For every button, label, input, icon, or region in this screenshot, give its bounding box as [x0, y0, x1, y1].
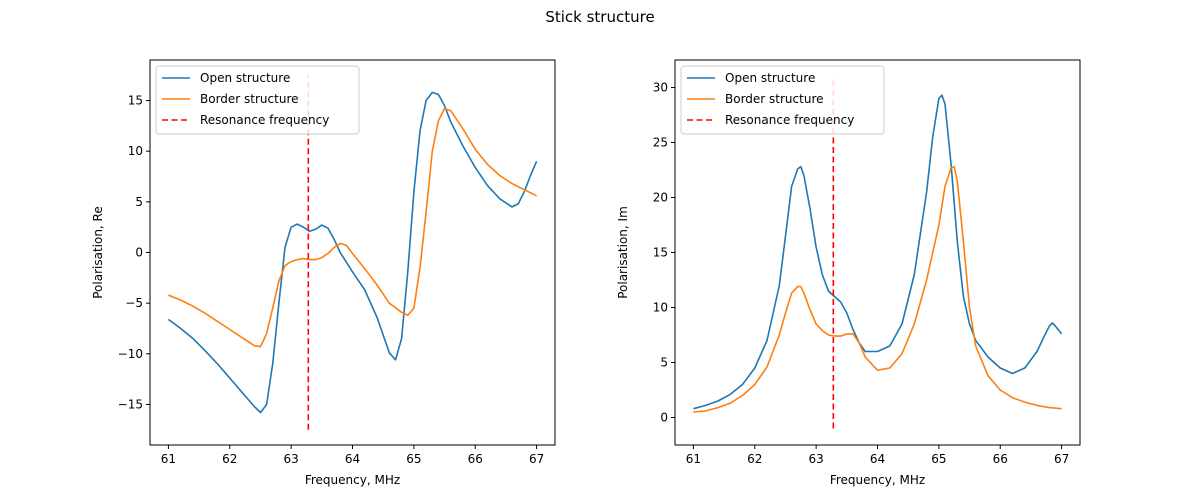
right-y-tick-label: 10 — [653, 301, 668, 315]
right-series-border-structure-line — [693, 165, 1062, 413]
left-series-border-structure-line — [168, 107, 537, 348]
left-legend-box — [155, 65, 360, 135]
left-y-tick-label: −10 — [118, 347, 143, 361]
right-y-tick-label: 20 — [653, 191, 668, 205]
left-x-tick-label: 67 — [529, 452, 544, 466]
right-y-tick-label: 25 — [653, 136, 668, 150]
left-y-tick-label: 5 — [135, 195, 143, 209]
left-legend-label-border-structure: Border structure — [200, 92, 299, 106]
left-chart: 61 62 63 64 65 66 67 −15 −10 −5 0 5 10 15 Frequency, M… — [91, 59, 556, 487]
left-y-tick-label: 0 — [135, 246, 143, 260]
right-x-tick-label: 61 — [686, 452, 701, 466]
left-x-tick-label: 66 — [468, 452, 483, 466]
right-x-tick-label: 63 — [808, 452, 823, 466]
right-x-tick-label: 66 — [993, 452, 1008, 466]
right-y-tick-label: 0 — [660, 411, 668, 425]
left-legend-label-open-structure: Open structure — [200, 71, 290, 85]
left-x-tick-label: 62 — [222, 452, 237, 466]
left-y-axis-label: Polarisation, Re — [91, 206, 105, 299]
right-legend-label-open-structure: Open structure — [725, 71, 815, 85]
right-legend-label-border-structure: Border structure — [725, 92, 824, 106]
left-legend-label-resonance-frequency: Resonance frequency — [200, 113, 329, 127]
left-x-tick-label: 63 — [283, 452, 298, 466]
right-legend-label-resonance-frequency: Resonance frequency — [725, 113, 854, 127]
right-y-tick-label: 15 — [653, 246, 668, 260]
left-y-tick-label: 15 — [128, 94, 143, 108]
right-x-axis-label: Frequency, MHz — [830, 473, 925, 487]
right-x-tick-label: 65 — [931, 452, 946, 466]
right-legend-box — [680, 65, 885, 135]
right-chart: 61 62 63 64 65 66 67 0 5 10 15 20 25 30 Frequency, MHz… — [616, 59, 1081, 487]
right-y-tick-label: 30 — [653, 81, 668, 95]
figure-title: Stick structure — [545, 8, 654, 26]
right-y-tick-label: 5 — [660, 356, 668, 370]
left-x-tick-label: 65 — [406, 452, 421, 466]
right-series-open-structure-line — [693, 94, 1063, 410]
left-series-open-structure-line — [167, 91, 538, 414]
left-y-tick-label: −15 — [118, 397, 143, 411]
right-x-tick-label: 62 — [747, 452, 762, 466]
right-y-axis-label: Polarisation, Im — [616, 206, 630, 299]
left-x-tick-label: 64 — [345, 452, 360, 466]
left-y-tick-label: 10 — [128, 144, 143, 158]
left-y-tick-label: −5 — [125, 296, 143, 310]
right-x-tick-label: 64 — [870, 452, 885, 466]
right-x-tick-label: 67 — [1054, 452, 1069, 466]
left-x-tick-label: 61 — [161, 452, 176, 466]
left-x-axis-label: Frequency, MHz — [305, 473, 400, 487]
